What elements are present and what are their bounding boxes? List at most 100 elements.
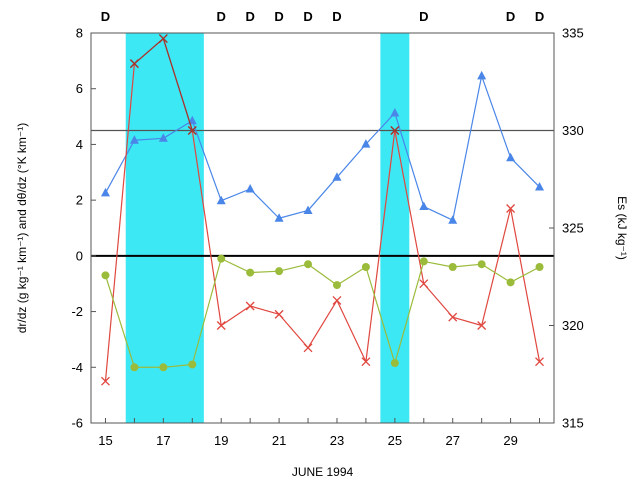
series-line-segment: [423, 283, 454, 318]
data-point-x: [216, 321, 226, 330]
data-point-circle: [390, 359, 399, 368]
data-point-circle: [304, 260, 313, 269]
series-line-segment: [220, 188, 251, 202]
data-point-x: [187, 126, 197, 135]
series-line-segment: [510, 266, 540, 283]
x-tick-label: 25: [388, 433, 402, 448]
series-line-segment: [104, 63, 136, 382]
y-left-tick-label: -6: [71, 416, 83, 431]
data-point-circle: [332, 281, 341, 290]
series-line-segment: [336, 266, 367, 286]
series-line-segment: [162, 38, 193, 131]
series-line-segment: [336, 143, 367, 178]
data-point-triangle: [274, 213, 284, 222]
data-point-triangle: [332, 172, 342, 181]
x-axis: 15 17 19 21 23 25 27 29: [98, 418, 541, 448]
data-point-x: [274, 309, 284, 319]
data-point-triangle: [506, 152, 516, 162]
series-line-segment: [134, 137, 164, 141]
x-tick-label: 15: [98, 433, 112, 448]
series-line-segment: [365, 112, 396, 145]
d-marker-label: D: [274, 9, 283, 24]
shaded-region-1: [380, 33, 410, 423]
data-point-circle: [188, 360, 197, 369]
series-line-segment: [452, 263, 482, 268]
series-line-segment: [423, 260, 453, 268]
data-point-circle: [419, 257, 428, 266]
y-axis-right-title: Es (kJ kg⁻¹): [615, 196, 629, 260]
data-point-x: [419, 279, 429, 289]
series-line-segment: [481, 75, 512, 158]
d-marker-label: D: [303, 9, 312, 24]
x-tick-label: 21: [272, 433, 286, 448]
data-point-circle: [275, 267, 284, 276]
series-line-segment: [394, 130, 425, 284]
data-point-x: [332, 295, 342, 305]
data-point-triangle: [158, 133, 168, 142]
data-point-circle: [246, 268, 255, 277]
series-line-segment: [336, 300, 367, 362]
shaded-regions: [125, 33, 410, 423]
series-line-segment: [365, 266, 396, 364]
y-right-tick-label: 325: [562, 221, 584, 236]
y-axis-right: 315 320 325 330 335: [549, 26, 584, 431]
series-line-segment: [394, 261, 425, 364]
data-point-x: [303, 343, 313, 353]
data-point-x: [129, 59, 139, 69]
series-line-segment: [104, 139, 135, 194]
data-point-triangle: [419, 201, 429, 211]
data-point-x: [506, 204, 516, 213]
series-line-segment: [307, 176, 338, 211]
data-point-triangle: [535, 182, 545, 191]
series-line-segment: [394, 112, 425, 207]
y-left-tick-label: -2: [71, 304, 83, 319]
x-tick-label: 27: [445, 433, 459, 448]
series-line-segment: [191, 120, 222, 201]
data-point-triangle: [361, 139, 371, 148]
series-line-segment: [365, 130, 396, 362]
d-marker-label: D: [332, 9, 341, 24]
data-point-triangle: [129, 135, 139, 144]
d-marker-label: D: [535, 9, 544, 24]
x-axis-title: JUNE 1994: [292, 465, 354, 479]
y-left-tick-label: 6: [76, 81, 83, 96]
y-right-tick-label: 335: [562, 26, 584, 41]
series-line-segment: [278, 313, 309, 349]
series-line-segment: [307, 300, 338, 349]
d-marker-label: D: [245, 9, 254, 24]
series-line-segment: [191, 130, 222, 326]
series-line-segment: [163, 120, 193, 139]
data-point-triangle: [216, 195, 226, 205]
y-axis-left-title: dr/dz (g kg⁻¹ km⁻¹) and dθ/dz (°K km⁻¹): [15, 123, 29, 334]
series-line-segment: [104, 275, 135, 368]
x-tick-label: 19: [214, 433, 228, 448]
series-2: [129, 34, 400, 135]
series-line-segment: [191, 258, 222, 365]
data-point-circle: [477, 260, 486, 269]
x-tick-label: 23: [330, 433, 344, 448]
data-point-circle: [159, 363, 168, 372]
series-line-segment: [220, 258, 251, 274]
series-line-segment: [220, 305, 251, 326]
series-line-segment: [452, 316, 482, 327]
data-point-x: [101, 376, 110, 386]
d-marker-label: D: [419, 9, 428, 24]
series-line-segment: [423, 206, 453, 221]
y-left-tick-label: 4: [76, 137, 83, 152]
y-right-tick-label: 320: [562, 318, 584, 333]
data-point-circle: [361, 263, 370, 271]
series-line-segment: [278, 263, 309, 272]
data-point-x: [477, 321, 487, 330]
series-line-segment: [510, 208, 541, 362]
data-point-x: [158, 34, 168, 44]
data-point-x: [245, 301, 255, 311]
series-line-segment: [249, 188, 280, 219]
data-point-x: [448, 312, 458, 322]
y-right-tick-label: 315: [562, 416, 584, 431]
series-0: [100, 70, 545, 224]
d-marker-label: D: [217, 9, 226, 24]
y-left-tick-label: 2: [76, 193, 83, 208]
y-right-tick-label: 330: [562, 123, 584, 138]
